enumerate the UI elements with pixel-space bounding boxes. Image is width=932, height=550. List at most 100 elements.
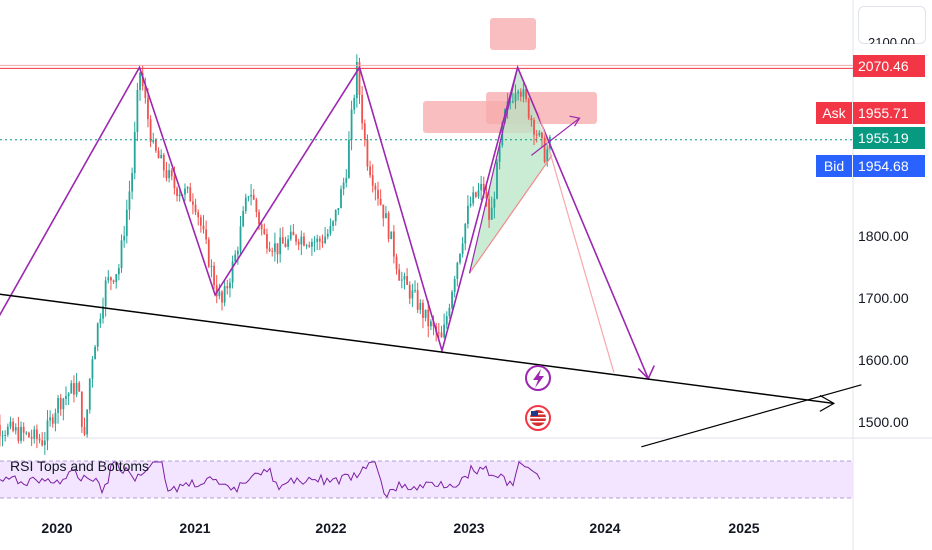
candle-body: [414, 290, 416, 292]
candle-body: [308, 245, 311, 247]
candle-body: [4, 434, 7, 436]
candle-body: [6, 426, 9, 435]
highlight-box-right: [486, 92, 597, 124]
candle-body: [369, 166, 371, 176]
x-tick-2022: 2022: [315, 520, 347, 536]
candle-body: [255, 199, 258, 212]
candle-body: [295, 235, 297, 242]
candle-body: [80, 391, 83, 427]
candle-body: [406, 276, 408, 285]
candle-body: [400, 279, 403, 281]
candle-body: [392, 231, 395, 257]
candle-body: [226, 286, 229, 289]
us-flag-stripe: [530, 421, 546, 423]
candle-body: [535, 134, 538, 136]
candle-body: [213, 265, 215, 286]
candle-body: [104, 280, 107, 307]
candle-body: [62, 398, 65, 410]
candle-body: [173, 176, 176, 189]
triangle-left-line: [468, 67, 519, 274]
candle-body: [192, 201, 194, 205]
candle-body: [33, 429, 36, 439]
candle-body: [419, 302, 422, 310]
candle-body: [266, 233, 268, 249]
candle-body: [144, 86, 147, 99]
candle-body: [41, 440, 44, 446]
candle-body: [303, 236, 305, 246]
candle-body: [110, 277, 112, 281]
candle-body: [49, 417, 52, 421]
ask-price-label: 1955.71: [853, 102, 925, 124]
candle-body: [485, 191, 488, 199]
candle-body: [96, 323, 99, 347]
candle-body: [197, 212, 200, 218]
candle-body: [477, 190, 480, 197]
candle-body: [366, 139, 369, 167]
candle-body: [313, 241, 316, 243]
candle-body: [408, 284, 411, 299]
candle-body: [496, 161, 498, 199]
candle-body: [57, 398, 59, 413]
candle-body: [162, 154, 165, 171]
candle-body: [488, 198, 490, 220]
candle-body: [321, 241, 324, 243]
candle-body: [207, 239, 210, 267]
candle-body: [268, 248, 271, 251]
candle-body: [451, 291, 453, 308]
candle-body: [517, 91, 520, 94]
candle-body: [541, 132, 543, 139]
candle-body: [83, 426, 86, 435]
candle-body: [263, 228, 266, 234]
candle-body: [128, 191, 131, 210]
candle-body: [65, 396, 67, 399]
candle-body: [514, 93, 517, 102]
triangle-lower-line: [469, 155, 553, 274]
candle-body: [125, 209, 128, 236]
candle-body: [329, 226, 332, 234]
candle-body: [334, 209, 337, 222]
candle-body: [221, 291, 223, 303]
candle-body: [271, 250, 274, 252]
candle-body: [472, 192, 475, 204]
candle-body: [20, 426, 22, 441]
candle-body: [461, 243, 464, 254]
price-axis-top-tick: 2100.00: [868, 36, 915, 44]
candle-body: [154, 140, 157, 151]
candle-body: [194, 204, 197, 213]
candle-body: [14, 427, 17, 431]
candle-body: [324, 236, 327, 243]
candle-body: [38, 438, 41, 441]
candle-body: [94, 346, 96, 360]
candle-body: [86, 409, 89, 435]
candle-body: [311, 241, 313, 247]
candle-body: [509, 101, 512, 103]
candle-body: [522, 89, 525, 97]
candle-body: [440, 332, 443, 338]
support-trendline: [0, 293, 834, 405]
candle-body: [453, 278, 456, 292]
candle-body: [131, 173, 133, 192]
chart-settings-box[interactable]: [858, 6, 926, 44]
candle-body: [25, 432, 28, 434]
candle-body: [332, 221, 334, 227]
x-tick-2024: 2024: [589, 520, 621, 536]
candle-body: [490, 207, 493, 220]
candle-body: [258, 211, 260, 225]
candle-body: [141, 72, 144, 87]
candle-body: [239, 226, 242, 251]
candle-body: [160, 154, 163, 159]
candle-body: [422, 302, 424, 318]
candle-body: [284, 243, 287, 247]
candle-body: [379, 198, 382, 205]
candle-body: [115, 274, 118, 282]
candle-body: [519, 91, 522, 97]
rsi-indicator-title[interactable]: RSI Tops and Bottoms: [10, 458, 150, 474]
candle-body: [244, 197, 247, 212]
candle-body: [424, 309, 427, 318]
candle-body: [337, 208, 340, 210]
candle-body: [91, 359, 94, 379]
ask-label: Ask: [816, 102, 852, 124]
candle-body: [398, 269, 401, 281]
rsi-pane: [0, 460, 853, 499]
